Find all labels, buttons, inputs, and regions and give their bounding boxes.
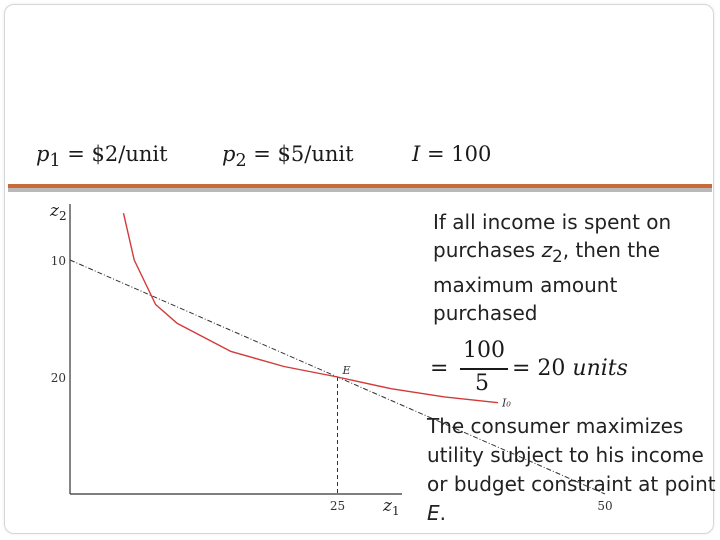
x-tick-label: 25 xyxy=(330,499,345,513)
formula-result: = 20 units xyxy=(512,356,628,381)
y-axis-label: z2 xyxy=(49,201,67,223)
indifference-curve xyxy=(122,213,499,404)
x-tick-label: 50 xyxy=(597,499,612,513)
x-axis-label: z1 xyxy=(382,496,400,518)
formula-equals: = xyxy=(430,356,449,381)
price-p2: p2 = $5/unit xyxy=(222,142,354,172)
formula-fraction-bar xyxy=(460,368,508,370)
optimum-point-label: E xyxy=(342,364,351,377)
y-tick-label: 10 xyxy=(51,254,66,268)
y-tick-label: 20 xyxy=(51,371,66,385)
formula-denominator: 5 xyxy=(475,371,489,396)
income-explanation: If all income is spent on purchases z2, … xyxy=(433,210,672,325)
utility-maximization-text: The consumer maximizes utility subject t… xyxy=(427,414,716,525)
slide-frame xyxy=(4,4,714,534)
price-p1: p1 = $2/unit xyxy=(36,142,168,172)
indifference-curve-label: I₀ xyxy=(501,397,511,410)
income: I = 100 xyxy=(412,142,492,166)
title-divider xyxy=(8,184,712,192)
formula-numerator: 100 xyxy=(463,338,505,363)
